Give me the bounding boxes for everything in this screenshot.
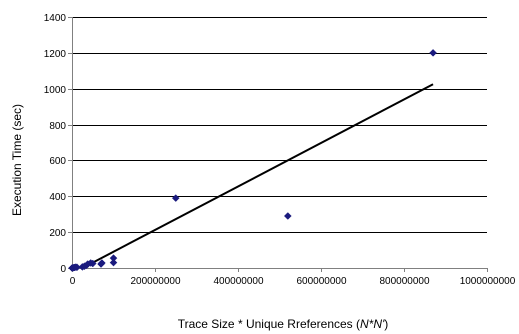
y-tick-label: 1000 [44,85,67,96]
axes [68,17,488,272]
x-axis-title-suffix: ) [384,317,388,331]
tick-labels: 0 200 400 600 800 1000 1200 1400 0 200000000 40000… [44,13,516,287]
data-point-diamond [109,254,118,262]
data-points [68,49,437,272]
x-tick-label: 200000000 [130,276,180,287]
data-point-diamond [73,263,81,272]
data-point-diamond [283,212,292,220]
data-point-diamond [429,49,437,57]
y-tick-label: 800 [49,121,66,132]
x-axis-title-prefix: Trace Size * Unique Rreferences ( [178,317,360,331]
x-tick-label: 0 [70,276,76,287]
x-tick-label: 400000000 [213,276,263,287]
x-tick-label: 800000000 [379,276,429,287]
y-axis-title: Execution Time (sec) [10,104,24,216]
y-tick-label: 0 [60,264,66,275]
y-tick-label: 600 [49,156,66,167]
y-tick-label: 200 [49,228,66,239]
data-point-diamond [109,258,118,267]
data-point-diamond [171,194,180,202]
x-tick-label: 1000000000 [460,276,516,287]
gridlines [72,17,487,233]
x-axis-title-variable: N*N' [360,317,385,331]
x-tick-label: 600000000 [296,276,346,287]
trendline [92,83,434,264]
y-tick-label: 1400 [44,13,67,24]
x-axis-title: Trace Size * Unique Rreferences (N*N') [178,317,389,331]
data-point-diamond [88,259,97,268]
data-point-diamond [98,259,106,267]
y-tick-label: 1200 [44,49,67,60]
trendline-layer [92,83,434,264]
y-tick-label: 400 [49,192,66,203]
